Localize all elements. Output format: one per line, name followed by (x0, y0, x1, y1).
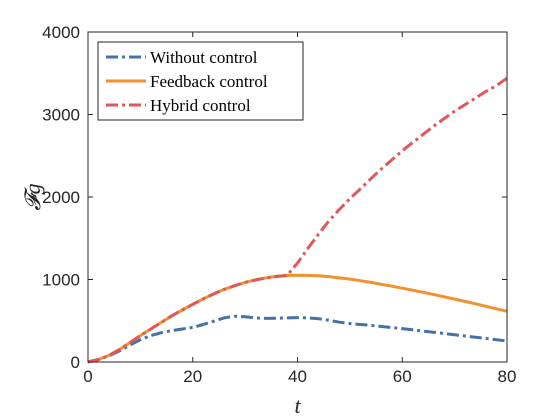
y-tick-label: 4000 (42, 23, 80, 42)
x-tick-label: 40 (288, 367, 307, 386)
legend-label-2: Feedback control (150, 72, 268, 91)
x-tick-label: 60 (393, 367, 412, 386)
series-line-3 (87, 76, 508, 364)
x-tick-label: 80 (498, 367, 517, 386)
x-tick-label: 0 (83, 367, 92, 386)
y-tick-label: 2000 (42, 188, 80, 207)
y-tick-label: 1000 (42, 271, 80, 290)
series-lines (87, 76, 508, 364)
series-line-1 (87, 314, 508, 364)
legend: Without control Feedback control Hybrid co… (97, 41, 304, 121)
legend-label-3: Hybrid control (150, 96, 251, 115)
axis-ticks: 0 20 40 60 80 0 1000 2000 3000 4000 (42, 23, 516, 386)
x-axis-label: t (294, 393, 301, 418)
y-tick-label: 0 (71, 353, 80, 372)
x-tick-label: 20 (183, 367, 202, 386)
y-axis-label: 𝓕g (20, 183, 45, 210)
legend-label-1: Without control (150, 48, 258, 67)
y-tick-label: 3000 (42, 106, 80, 125)
